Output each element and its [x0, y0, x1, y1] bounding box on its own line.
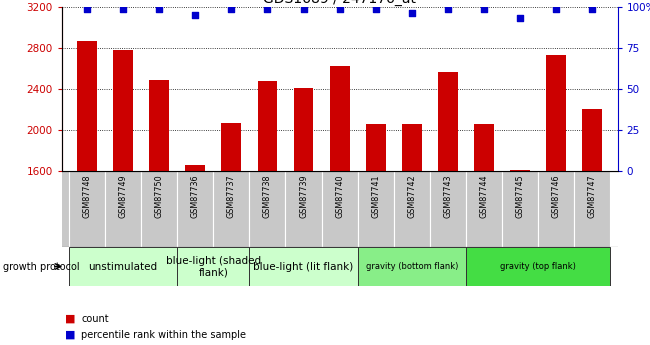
Bar — [113, 50, 133, 171]
Point — [154, 6, 164, 11]
Bar — [510, 170, 530, 171]
Text: blue-light (shaded
flank): blue-light (shaded flank) — [166, 256, 261, 277]
Text: growth protocol: growth protocol — [3, 262, 80, 272]
Point — [479, 6, 489, 11]
Bar — [77, 41, 97, 171]
Text: ■: ■ — [65, 330, 75, 339]
Point — [551, 6, 562, 11]
Bar — [466, 247, 610, 286]
Text: unstimulated: unstimulated — [88, 262, 158, 272]
Text: GSM87744: GSM87744 — [480, 175, 489, 218]
Bar — [574, 171, 610, 247]
Text: GSM87741: GSM87741 — [371, 175, 380, 218]
Bar — [141, 171, 177, 247]
Bar — [322, 171, 358, 247]
Text: GSM87737: GSM87737 — [227, 175, 236, 218]
Bar — [257, 81, 278, 171]
Point — [370, 6, 381, 11]
Text: GSM87748: GSM87748 — [83, 175, 92, 218]
Point — [82, 6, 92, 11]
Text: blue-light (lit flank): blue-light (lit flank) — [254, 262, 354, 272]
Text: count: count — [81, 314, 109, 324]
Text: GSM87747: GSM87747 — [588, 175, 597, 218]
Point — [587, 6, 597, 11]
Bar — [294, 88, 313, 171]
Bar — [330, 66, 350, 171]
Bar — [250, 247, 358, 286]
Bar — [177, 171, 213, 247]
Bar — [213, 171, 250, 247]
Bar — [538, 171, 574, 247]
Text: GSM87746: GSM87746 — [552, 175, 561, 218]
Point — [515, 16, 525, 21]
Text: GSM87736: GSM87736 — [190, 175, 200, 218]
Text: GSM87739: GSM87739 — [299, 175, 308, 218]
Text: gravity (top flank): gravity (top flank) — [500, 262, 576, 271]
Point — [298, 6, 309, 11]
Text: GSM87743: GSM87743 — [443, 175, 452, 218]
Bar — [366, 124, 385, 171]
Bar — [358, 247, 466, 286]
Bar — [546, 55, 566, 171]
Bar — [502, 171, 538, 247]
Bar — [105, 171, 141, 247]
Bar — [402, 124, 422, 171]
Bar — [582, 109, 602, 171]
Bar — [150, 80, 169, 171]
Point — [407, 11, 417, 16]
Point — [335, 6, 345, 11]
Bar — [250, 171, 285, 247]
Point — [118, 6, 128, 11]
Bar — [222, 122, 241, 171]
Bar — [69, 247, 177, 286]
Point — [262, 6, 272, 11]
Title: GDS1689 / 247176_at: GDS1689 / 247176_at — [263, 0, 416, 6]
Text: GSM87740: GSM87740 — [335, 175, 344, 218]
Text: GSM87745: GSM87745 — [515, 175, 525, 218]
Text: GSM87742: GSM87742 — [408, 175, 416, 218]
Text: gravity (bottom flank): gravity (bottom flank) — [365, 262, 458, 271]
Point — [443, 6, 453, 11]
Bar — [438, 72, 458, 171]
Bar — [358, 171, 394, 247]
Text: ■: ■ — [65, 314, 75, 324]
Text: percentile rank within the sample: percentile rank within the sample — [81, 330, 246, 339]
Bar — [430, 171, 466, 247]
Bar — [466, 171, 502, 247]
Bar — [185, 165, 205, 171]
Bar — [394, 171, 430, 247]
Bar — [69, 171, 105, 247]
Bar — [474, 124, 494, 171]
Bar — [285, 171, 322, 247]
Point — [190, 12, 200, 18]
Bar — [177, 247, 250, 286]
Text: GSM87750: GSM87750 — [155, 175, 164, 218]
Point — [226, 6, 237, 11]
Text: GSM87738: GSM87738 — [263, 175, 272, 218]
Text: GSM87749: GSM87749 — [118, 175, 127, 218]
